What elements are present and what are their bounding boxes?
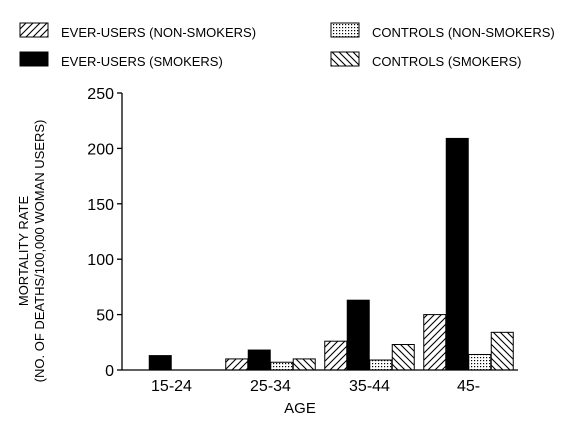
x-tick-label-45: 45- [457, 378, 480, 395]
bar-35-44-ever-users-non-smokers [324, 340, 348, 371]
legend-label-ever-users-smokers: EVER-USERS (SMOKERS) [61, 54, 223, 69]
bar-25-34-controls-non-smokers [270, 361, 294, 371]
x-axis-label: AGE [284, 400, 316, 417]
bar-25-34-ever-users-non-smokers [225, 358, 249, 371]
legend-label-controls-non-smokers: CONTROLS (NON-SMOKERS) [372, 25, 555, 40]
bar-45-controls-smokers [490, 331, 514, 371]
legend-swatch-controls-smokers [330, 51, 360, 67]
x-tick-label-35-44: 35-44 [349, 378, 390, 395]
x-tick-label-15-24: 15-24 [151, 378, 192, 395]
y-tick-label-100: 100 [87, 252, 114, 269]
x-tick-label-25-34: 25-34 [250, 378, 291, 395]
bar-25-34-controls-smokers [292, 358, 316, 371]
bar-45-ever-users-non-smokers [423, 314, 447, 371]
bar-45-controls-non-smokers [468, 353, 492, 371]
legend-swatch-ever-users-non-smokers [19, 22, 49, 38]
legend-swatch-ever-users-smokers [19, 51, 49, 67]
legend: EVER-USERS (NON-SMOKERS) EVER-USERS (SMOK… [19, 22, 555, 69]
legend-swatch-controls-non-smokers [330, 22, 360, 38]
y-tick-label-250: 250 [87, 86, 114, 103]
y-tick-label-150: 150 [87, 197, 114, 214]
y-tick-label-200: 200 [87, 141, 114, 158]
y-tick-label-0: 0 [105, 363, 114, 380]
y-axis-label-line-2: (NO. OF DEATHS/100,000 WOMAN USERS) [32, 120, 47, 383]
bars [148, 137, 514, 371]
bar-15-24-ever-users-smokers [148, 355, 172, 371]
y-tick-label-50: 50 [96, 308, 114, 325]
bar-35-44-ever-users-smokers [346, 299, 370, 371]
x-ticks: 15-24 25-34 35-44 45- [151, 378, 480, 395]
bar-45-ever-users-smokers [445, 137, 469, 371]
bar-35-44-controls-non-smokers [369, 359, 393, 371]
legend-label-controls-smokers: CONTROLS (SMOKERS) [372, 54, 522, 69]
y-axis-label: MORTALITY RATE (NO. OF DEATHS/100,000 WO… [16, 120, 47, 383]
bar-25-34-ever-users-smokers [247, 349, 271, 371]
y-ticks: 0 50 100 150 200 250 [87, 86, 122, 380]
bar-35-44-controls-smokers [391, 344, 415, 371]
y-axis-label-line-1: MORTALITY RATE [16, 196, 31, 307]
legend-label-ever-users-non-smokers: EVER-USERS (NON-SMOKERS) [61, 25, 256, 40]
